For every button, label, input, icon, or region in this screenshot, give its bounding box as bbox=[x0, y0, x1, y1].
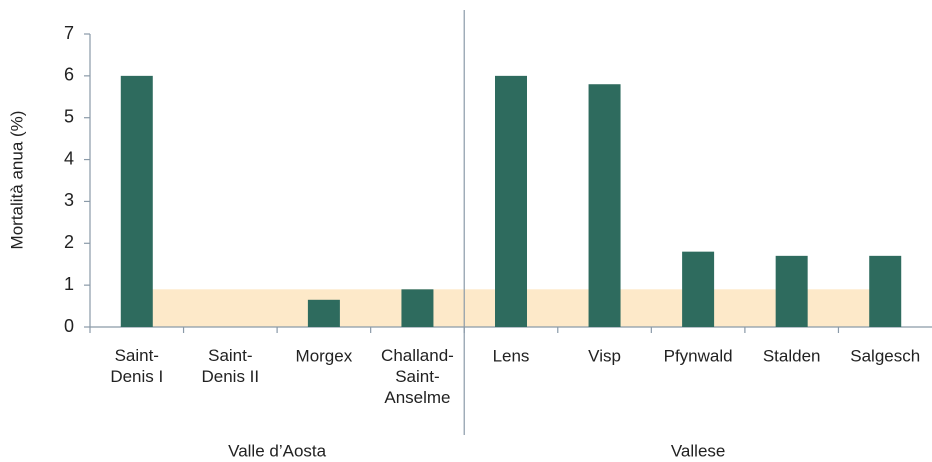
y-tick-label: 0 bbox=[64, 316, 74, 336]
x-tick-label: Saint-Denis II bbox=[202, 346, 260, 386]
y-axis-label: Mortalità anua (%) bbox=[7, 111, 26, 250]
bar bbox=[401, 289, 434, 327]
y-tick-label: 7 bbox=[64, 23, 74, 43]
x-tick-label: Lens bbox=[493, 346, 530, 365]
bar bbox=[495, 75, 527, 327]
bar bbox=[775, 255, 808, 327]
x-tick-label: Saint-Denis I bbox=[110, 346, 163, 386]
x-tick-label: Stalden bbox=[763, 346, 821, 365]
group-label: Valle d’Aosta bbox=[228, 441, 327, 460]
y-tick-label: 2 bbox=[64, 232, 74, 252]
y-tick-label: 4 bbox=[64, 148, 74, 168]
y-tick-label: 3 bbox=[64, 190, 74, 210]
x-tick-label: Pfynwald bbox=[664, 346, 733, 365]
y-tick-label: 6 bbox=[64, 65, 74, 85]
x-tick-label: Challand-Saint-Anselme bbox=[381, 346, 454, 407]
x-tick-label: Visp bbox=[588, 346, 621, 365]
bar bbox=[588, 84, 621, 327]
group-label: Vallese bbox=[671, 441, 726, 460]
x-tick-label: Salgesch bbox=[850, 346, 920, 365]
bar bbox=[307, 299, 340, 327]
x-tick-label: Morgex bbox=[296, 346, 353, 365]
y-tick-label: 5 bbox=[64, 106, 74, 126]
bar bbox=[120, 75, 153, 327]
y-tick-label: 1 bbox=[64, 274, 74, 294]
bar bbox=[682, 251, 715, 327]
bar bbox=[869, 255, 902, 327]
